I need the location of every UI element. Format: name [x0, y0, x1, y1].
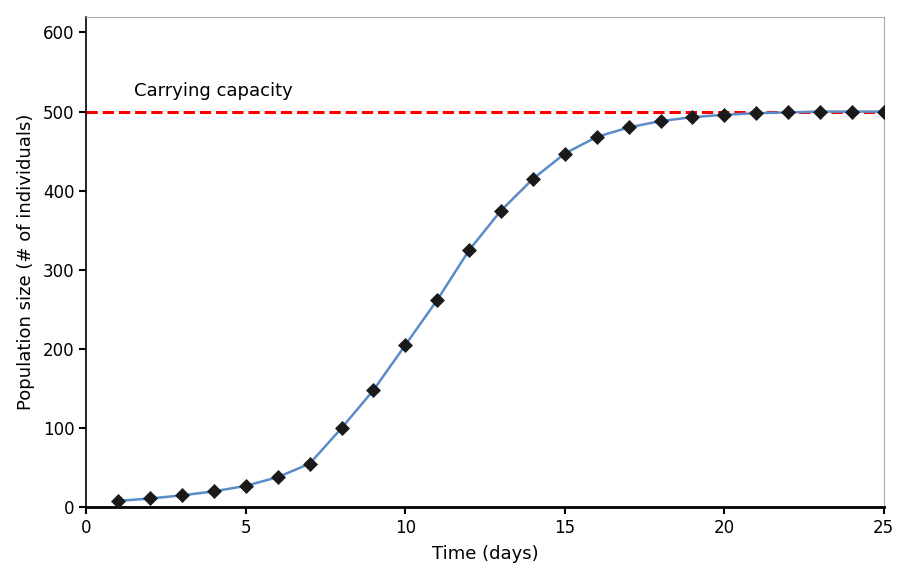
Text: Carrying capacity: Carrying capacity [134, 82, 293, 100]
X-axis label: Time (days): Time (days) [432, 545, 538, 563]
Y-axis label: Population size (# of individuals): Population size (# of individuals) [16, 114, 35, 410]
